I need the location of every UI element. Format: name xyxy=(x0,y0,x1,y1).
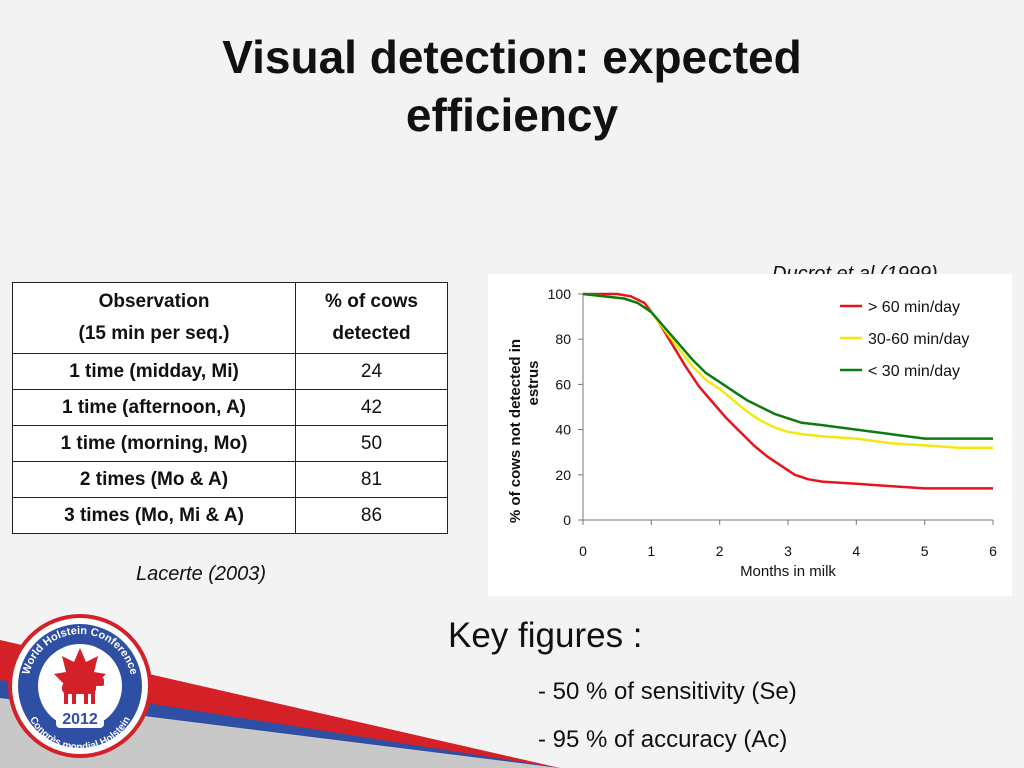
cow-icon xyxy=(62,678,104,704)
table-header-row: Observation (15 min per seq.) % of cows … xyxy=(12,282,448,354)
header-observation: Observation (15 min per seq.) xyxy=(12,282,296,354)
x-tick-label: 4 xyxy=(852,543,860,559)
observation-table: Observation (15 min per seq.) % of cows … xyxy=(12,282,448,534)
logo-year: 2012 xyxy=(62,711,98,728)
cell-percent: 81 xyxy=(295,461,448,498)
cell-percent: 24 xyxy=(295,353,448,390)
header-percent-line-1: % of cows xyxy=(325,291,418,312)
y-tick-label: 100 xyxy=(548,286,572,302)
y-tick-label: 20 xyxy=(555,467,571,483)
cell-observation: 3 times (Mo, Mi & A) xyxy=(12,497,296,534)
cell-percent: 50 xyxy=(295,425,448,462)
legend-label: < 30 min/day xyxy=(868,363,960,380)
cell-observation: 2 times (Mo & A) xyxy=(12,461,296,498)
series-line xyxy=(582,292,993,440)
table-citation: Lacerte (2003) xyxy=(136,563,267,585)
x-tick-label: 1 xyxy=(647,543,655,559)
series-line xyxy=(583,292,993,490)
slide-title: Visual detection: expected efficiency xyxy=(0,28,1024,144)
chart-panel: 0 20 40 60 80 100 0 1 2 3 4 5 6 Months in milk % of co… xyxy=(488,274,1012,596)
maple-leaf-icon xyxy=(54,648,106,684)
y-tick-label: 60 xyxy=(555,376,571,392)
line-chart: 0 20 40 60 80 100 0 1 2 3 4 5 6 Months in milk % of co… xyxy=(507,286,997,580)
cell-observation: 1 time (morning, Mo) xyxy=(12,425,296,462)
cell-observation: 1 time (afternoon, A) xyxy=(12,389,296,426)
legend-label: > 60 min/day xyxy=(868,299,960,316)
logo-year-box xyxy=(56,708,104,728)
cell-percent: 42 xyxy=(295,389,448,426)
y-tick-label: 80 xyxy=(555,331,571,347)
world-holstein-conference-logo: World Holstein Conference Congrès mondia… xyxy=(8,614,152,758)
key-figure-item: - 95 % of accuracy (Ac) xyxy=(538,726,788,753)
x-axis-label: Months in milk xyxy=(740,563,836,580)
slide-title-line-2: efficiency xyxy=(405,89,619,141)
header-percent-line-2: detected xyxy=(332,323,411,344)
header-observation-line-1: Observation xyxy=(98,291,210,312)
table-row: 1 time (morning, Mo) 50 xyxy=(12,425,448,462)
cell-observation: 1 time (midday, Mi) xyxy=(12,353,296,390)
x-tick-label: 3 xyxy=(784,543,792,559)
table-row: 1 time (midday, Mi) 24 xyxy=(12,353,448,390)
y-axis-label: % of cows not detected inestrus xyxy=(507,339,542,523)
x-tick-label: 6 xyxy=(989,543,997,559)
y-tick-label: 40 xyxy=(555,422,571,438)
cell-percent: 86 xyxy=(295,497,448,534)
table-row: 1 time (afternoon, A) 42 xyxy=(12,389,448,426)
table-row: 2 times (Mo & A) 81 xyxy=(12,461,448,498)
header-observation-line-2: (15 min per seq.) xyxy=(78,323,230,344)
x-tick-label: 5 xyxy=(921,543,929,559)
key-figures-title: Key figures : xyxy=(448,616,643,655)
header-percent: % of cows detected xyxy=(295,282,448,354)
y-tick-label: 0 xyxy=(563,512,571,528)
x-tick-label: 2 xyxy=(716,543,724,559)
x-tick-label: 0 xyxy=(579,543,587,559)
legend-label: 30-60 min/day xyxy=(868,331,969,348)
key-figure-item: - 50 % of sensitivity (Se) xyxy=(538,678,797,705)
slide-title-line-1: Visual detection: expected xyxy=(222,31,802,83)
table-row: 3 times (Mo, Mi & A) 86 xyxy=(12,497,448,534)
